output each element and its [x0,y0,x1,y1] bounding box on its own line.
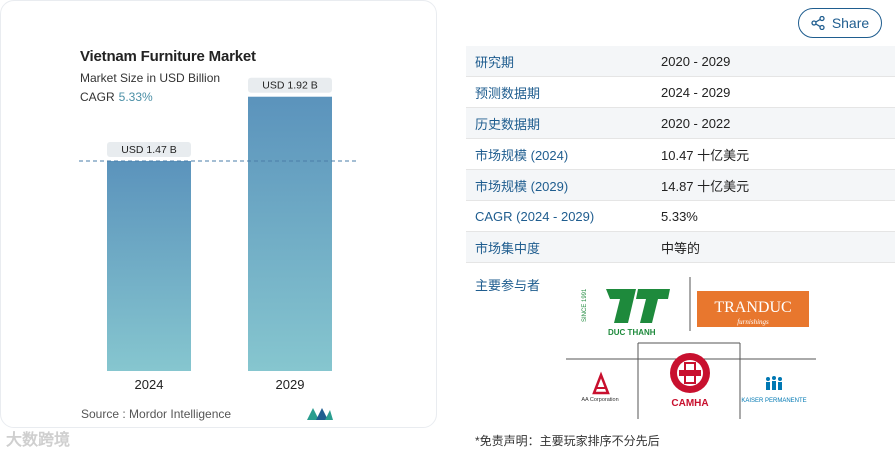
chart-title: Vietnam Furniture Market [80,48,256,65]
row-key: 预测数据期 [475,85,541,101]
bar-2024 [107,161,191,371]
chart-card: Vietnam Furniture Market Market Size in … [0,0,437,428]
tranduc-logo: TRANDUC furnishings [697,291,809,327]
disclaimer: *免责声明：主要玩家排序不分先后 [475,434,660,448]
tranduc-sub: furnishings [737,318,769,326]
table-row: CAGR (2024 - 2029) 5.33% [466,201,895,232]
table-row: 市场规模 (2024) 10.47 十亿美元 [466,139,895,170]
camha-text: CAMHA [671,398,708,409]
row-value: 2020 - 2029 [661,53,731,69]
bar-chart: USD 1.47 B 2024 USD 1.92 B 2029 [79,77,359,392]
table-row: 预测数据期 2024 - 2029 [466,77,895,108]
data-label-bg [248,77,332,93]
cagr-label: CAGR [80,90,115,104]
watermark: 大数跨境 [6,426,70,450]
duc-thanh-logo: SINCE 1991 DUC THANH [582,288,670,337]
x-tick-label: 2029 [276,377,305,392]
row-key: CAGR (2024 - 2029) [475,208,595,224]
key-players-label: 主要参与者 [475,278,541,293]
table-row: 研究期 2020 - 2029 [466,46,895,77]
x-tick-label: 2024 [135,377,164,392]
row-value: 中等的 [661,240,701,256]
kaiser-permanente-logo: KAISER PERMANENTE [741,376,807,404]
market-info-table: 研究期 2020 - 2029 预测数据期 2024 - 2029 历史数据期 202… [466,46,895,263]
camha-logo: CAMHA [670,353,710,409]
tranduc-text: TRANDUC [714,299,791,316]
mordor-logo-icon [307,408,333,420]
duc-thanh-since: SINCE 1991 [582,288,588,322]
chart-subtitle: Market Size in USD Billion [80,71,221,85]
row-key: 市场集中度 [475,240,541,256]
share-label: Share [831,15,870,31]
data-label-bg [107,142,191,157]
duc-thanh-text: DUC THANH [608,328,656,337]
row-value: 10.47 十亿美元 [661,147,750,163]
row-value: 14.87 十亿美元 [661,178,750,194]
watermark-text: 大数跨境 [6,432,71,449]
row-value: 2020 - 2022 [661,115,731,131]
key-players-logos: SINCE 1991 DUC THANH TRANDUC furnishings… [566,277,816,419]
source-text: Source : Mordor Intelligence [81,407,232,421]
kaiser-text: KAISER PERMANENTE [741,398,806,404]
aa-text: AA Corporation [581,397,618,403]
table-row: 市场集中度 中等的 [466,232,895,263]
row-key: 市场规模 (2024) [475,147,569,163]
table-row: 历史数据期 2020 - 2022 [466,108,895,139]
bar-2029 [248,96,332,371]
chart-cagr: CAGR 5.33% [80,90,153,104]
share-icon [811,16,825,30]
row-key: 市场规模 (2029) [475,178,569,194]
cagr-value: 5.33% [118,90,153,104]
data-label: USD 1.92 B [262,80,317,92]
data-label: USD 1.47 B [121,144,176,156]
row-value: 5.33% [661,208,698,224]
share-button[interactable]: Share [798,8,882,38]
row-key: 研究期 [475,54,515,70]
row-key: 历史数据期 [475,116,541,132]
aa-corporation-logo: AA Corporation [581,371,619,403]
row-value: 2024 - 2029 [661,84,731,100]
table-row: 市场规模 (2029) 14.87 十亿美元 [466,170,895,201]
